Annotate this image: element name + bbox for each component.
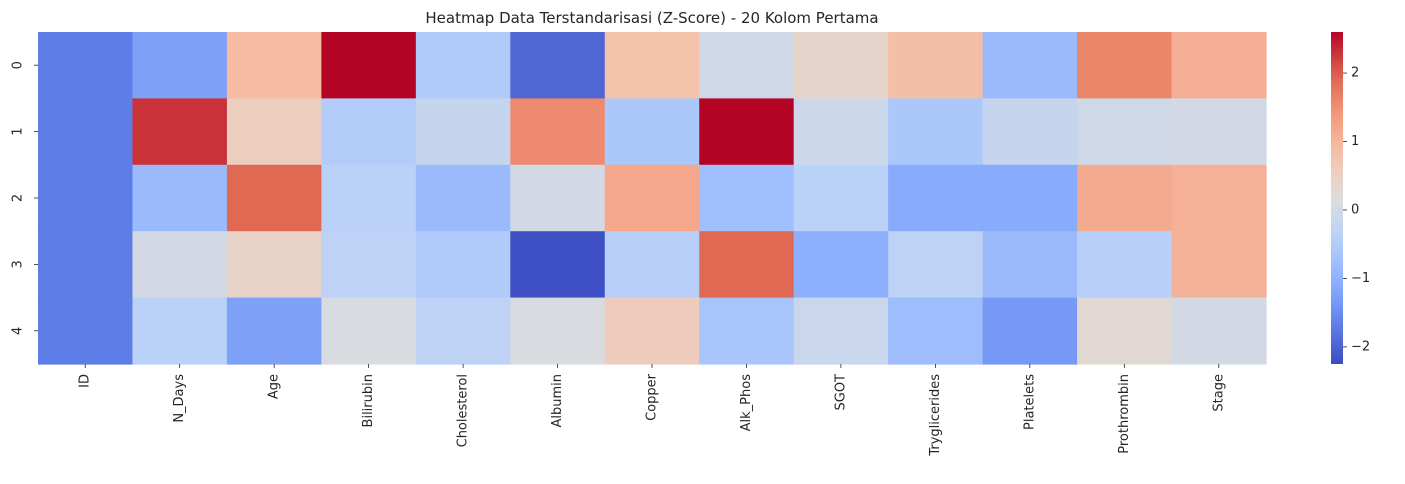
heatmap-cell [604,32,700,99]
column-label: Bilirubin [361,374,376,427]
column-label: Alk_Phos [739,374,754,432]
column-label: Prothrombin [1117,374,1132,454]
heatmap-cell [38,164,134,232]
heatmap-cells [38,32,1267,365]
heatmap-cell [1171,32,1267,99]
heatmap-cell [415,32,511,99]
heatmap-cell [793,231,889,299]
column-label: Cholesterol [456,374,471,447]
heatmap-cell [510,297,606,365]
heatmap-cell [699,98,795,166]
heatmap-cell [793,98,889,166]
heatmap-cell [226,231,322,299]
heatmap-cell [415,231,511,299]
heatmap-cell [604,98,700,166]
heatmap-cell [1171,164,1267,232]
column-label: Albumin [550,374,565,428]
colorbar-tick-label: 1 [1351,134,1359,149]
column-label: N_Days [172,374,187,423]
heatmap-cell [415,297,511,365]
heatmap-cell [1077,164,1173,232]
colorbar-tick-label: 0 [1351,202,1359,217]
heatmap-cell [132,32,228,99]
heatmap-cell [1171,231,1267,299]
heatmap-cell [38,231,134,299]
column-label: Stage [1211,374,1226,412]
heatmap-cell [226,32,322,99]
heatmap-cell [982,98,1078,166]
heatmap-cell [321,297,417,365]
heatmap-cell [888,98,984,166]
column-label: ID [78,374,93,388]
heatmap-cell [415,164,511,232]
heatmap-cell [510,164,606,232]
heatmap-cell [793,164,889,232]
heatmap-cell [226,297,322,365]
heatmap-cell [38,297,134,365]
column-labels: ID N_Days Age Bilirubin Cholesterol Albumin Co… [78,364,1226,457]
heatmap-cell [510,32,606,99]
heatmap-cell [321,231,417,299]
heatmap-cell [604,231,700,299]
heatmap-cell [38,98,134,166]
column-label: Tryglicerides [928,374,943,457]
heatmap-cell [793,32,889,99]
heatmap-cell [321,32,417,99]
column-label: SGOT [833,374,848,411]
heatmap-cell [510,231,606,299]
colorbar-tick-label: 2 [1351,66,1359,81]
heatmap-cell [888,32,984,99]
heatmap-cell [226,98,322,166]
heatmap-cell [699,297,795,365]
heatmap-cell [132,164,228,232]
heatmap-cell [793,297,889,365]
heatmap-cell [604,297,700,365]
chart-title: Heatmap Data Terstandarisasi (Z-Score) -… [425,9,878,27]
heatmap-cell [1171,297,1267,365]
column-label: Platelets [1022,374,1037,430]
row-label: 0 [11,61,26,69]
heatmap-cell [982,164,1078,232]
heatmap-cell [132,297,228,365]
heatmap-cell [1077,297,1173,365]
row-label: 1 [11,127,26,135]
heatmap-cell [38,32,134,99]
heatmap-cell [888,231,984,299]
colorbar [1331,32,1343,364]
heatmap-cell [415,98,511,166]
heatmap-cell [982,297,1078,365]
row-label: 4 [11,327,26,335]
heatmap-cell [888,297,984,365]
heatmap-cell [132,98,228,166]
heatmap-cell [132,231,228,299]
heatmap-cell [1077,231,1173,299]
heatmap-cell [982,231,1078,299]
row-label: 2 [11,194,26,202]
colorbar-tick-label: −1 [1351,271,1370,286]
colorbar-ticks: 2 1 0 −1 −2 [1343,66,1370,354]
heatmap-cell [604,164,700,232]
heatmap-cell [699,164,795,232]
column-label: Age [267,374,282,399]
heatmap-cell [1171,98,1267,166]
row-labels: 0 1 2 3 4 [11,61,38,335]
heatmap-cell [321,164,417,232]
heatmap-cell [982,32,1078,99]
heatmap-cell [510,98,606,166]
heatmap-cell [1077,32,1173,99]
colorbar-tick-label: −2 [1351,339,1370,354]
heatmap-cell [888,164,984,232]
column-label: Copper [645,373,660,421]
heatmap-cell [321,98,417,166]
heatmap-cell [1077,98,1173,166]
heatmap-cell [699,231,795,299]
row-label: 3 [11,260,26,268]
heatmap-cell [699,32,795,99]
heatmap-cell [226,164,322,232]
